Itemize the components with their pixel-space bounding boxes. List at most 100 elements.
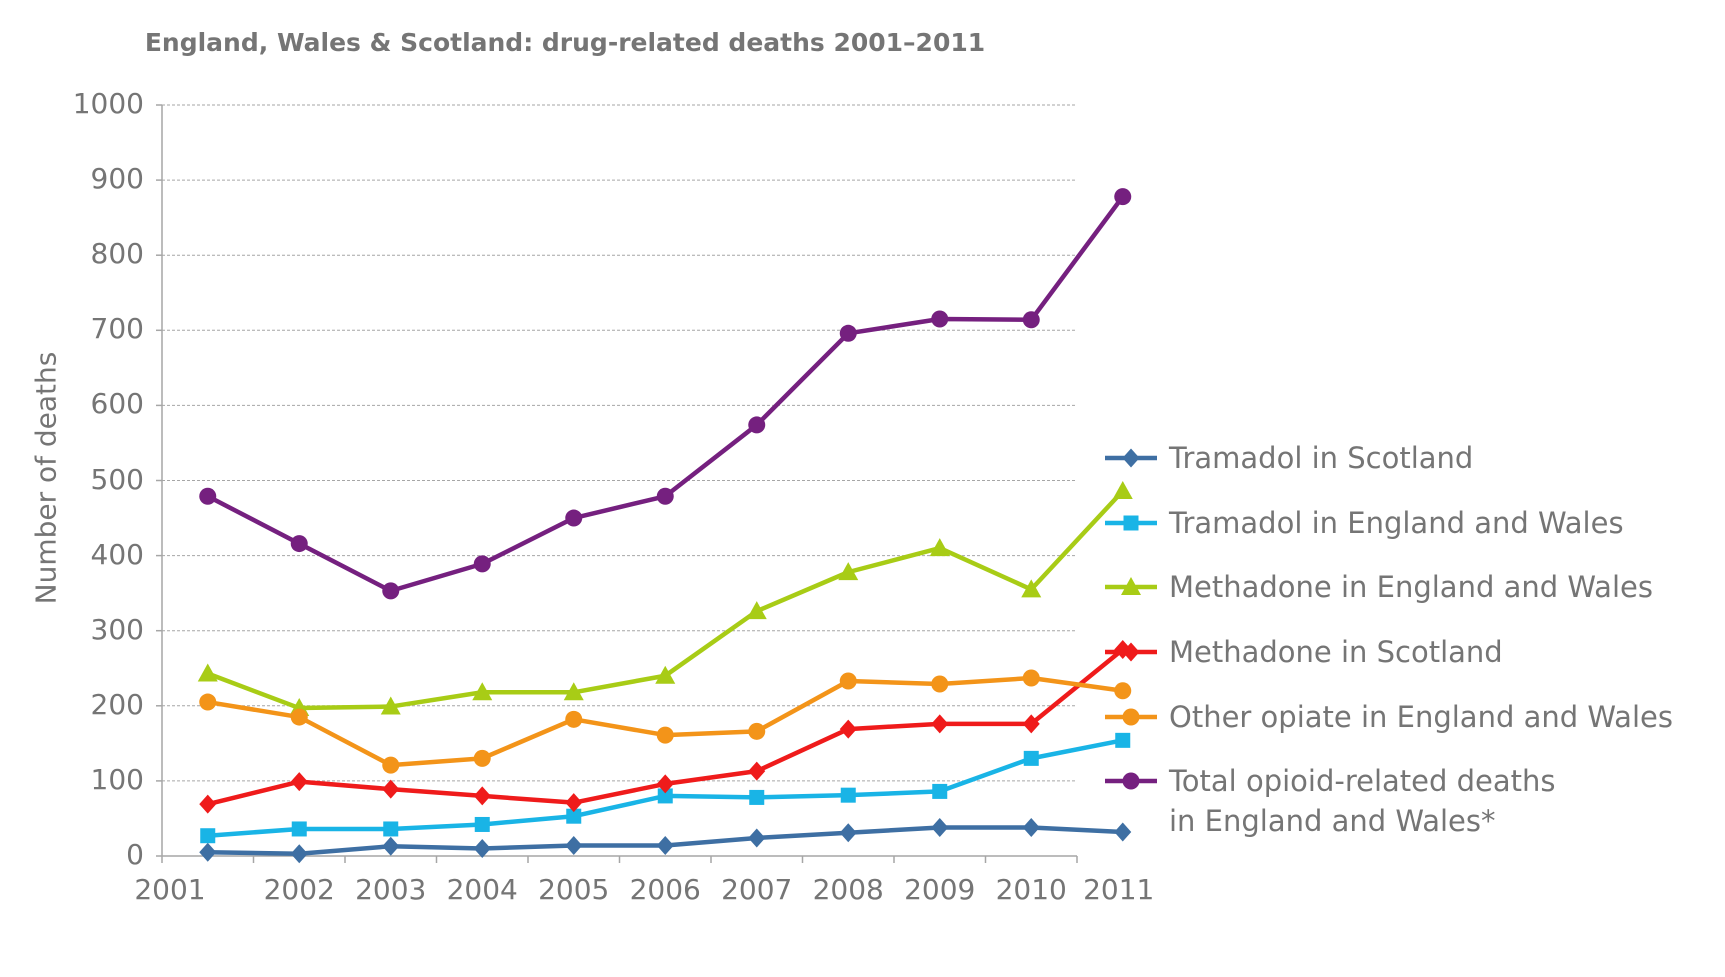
- series-5: [199, 188, 1132, 600]
- data-point: [472, 682, 493, 701]
- data-point: [748, 416, 766, 434]
- y-tick-label: 900: [90, 162, 144, 196]
- y-tick-label: 600: [90, 387, 144, 421]
- y-tick-label: 0: [126, 838, 144, 871]
- data-point: [197, 663, 218, 682]
- data-point: [383, 821, 399, 837]
- data-point: [839, 672, 857, 690]
- chart-title: England, Wales & Scotland: drug-related …: [144, 28, 986, 57]
- x-tick-label: 2004: [446, 873, 518, 906]
- legend-swatch: [1105, 448, 1157, 468]
- data-point: [1023, 750, 1039, 766]
- data-point: [1114, 822, 1132, 842]
- data-point: [656, 726, 674, 744]
- series-line: [205, 194, 1125, 594]
- data-point: [1114, 682, 1132, 700]
- data-point: [290, 535, 308, 553]
- data-point: [657, 788, 673, 804]
- data-point: [565, 710, 583, 728]
- data-point: [563, 682, 584, 701]
- legend-marker: [1122, 772, 1140, 790]
- x-tick-label: 2002: [263, 873, 335, 906]
- series-line: [205, 675, 1125, 768]
- data-point: [749, 789, 765, 805]
- y-tick-label: 200: [90, 687, 144, 721]
- x-tick-label: 2008: [812, 873, 884, 906]
- data-point: [839, 823, 857, 843]
- legend-swatch: [1105, 577, 1157, 595]
- data-point: [748, 761, 766, 781]
- y-tick-label: 700: [90, 312, 144, 346]
- data-point: [382, 582, 400, 600]
- data-point: [291, 821, 307, 837]
- x-tick-label: 2011: [1083, 873, 1155, 906]
- data-point: [199, 794, 217, 814]
- data-point: [565, 835, 583, 855]
- legend-marker: [1121, 577, 1141, 595]
- data-point: [473, 786, 491, 806]
- data-point: [474, 816, 490, 832]
- data-point: [838, 562, 859, 581]
- data-point: [1022, 817, 1040, 837]
- data-point: [931, 675, 949, 693]
- y-tick-label: 400: [90, 537, 144, 571]
- legend-label: Methadone in England and Wales: [1169, 570, 1653, 604]
- data-point: [473, 838, 491, 858]
- data-point: [1115, 732, 1131, 748]
- x-tick-label: 2006: [629, 873, 701, 906]
- legend-label: Other opiate in England and Wales: [1169, 700, 1673, 734]
- legend-label: Total opioid-related deaths in England a…: [1169, 764, 1556, 838]
- data-point: [1114, 188, 1132, 206]
- series-0: [199, 817, 1132, 864]
- legend-marker: [1122, 642, 1140, 662]
- x-tick-label: 2005: [538, 873, 610, 906]
- legend-swatch: [1105, 708, 1157, 726]
- legend-label: Tramadol in Scotland: [1169, 441, 1474, 475]
- legend-label: Tramadol in England and Wales: [1169, 506, 1624, 540]
- y-tick-label: 100: [90, 762, 144, 796]
- data-point: [748, 828, 766, 848]
- legend-marker: [1122, 448, 1140, 468]
- series-2: [197, 481, 1133, 717]
- y-tick-label: 500: [90, 462, 144, 496]
- x-tick-label: 2003: [355, 873, 427, 906]
- data-point: [839, 719, 857, 739]
- data-point: [1021, 579, 1042, 598]
- x-tick-label: 2010: [995, 873, 1067, 906]
- data-point: [932, 783, 948, 799]
- x-tick-label: 2007: [721, 873, 793, 906]
- series-1: [200, 732, 1131, 844]
- data-point: [656, 835, 674, 855]
- data-point: [931, 310, 949, 328]
- legend-swatch: [1105, 515, 1157, 531]
- data-point: [1022, 669, 1040, 687]
- data-point: [473, 749, 491, 767]
- legend-swatch: [1105, 772, 1157, 790]
- data-point: [1022, 311, 1040, 329]
- y-tick-label: 800: [90, 237, 144, 271]
- data-point: [1022, 714, 1040, 734]
- series-4: [199, 669, 1132, 774]
- legend-swatch: [1105, 642, 1157, 662]
- data-point: [929, 538, 950, 557]
- data-point: [565, 509, 583, 527]
- legend-marker: [1123, 515, 1139, 531]
- legend-label: Methadone in Scotland: [1169, 635, 1503, 669]
- legend-marker: [1122, 708, 1140, 726]
- data-point: [748, 722, 766, 740]
- data-point: [380, 696, 401, 715]
- data-point: [1112, 481, 1133, 500]
- data-point: [199, 693, 217, 711]
- data-point: [656, 487, 674, 505]
- data-point: [840, 787, 856, 803]
- x-tick-label: 2001: [134, 873, 206, 906]
- data-point: [839, 324, 857, 342]
- data-point: [931, 817, 949, 837]
- data-point: [382, 836, 400, 856]
- data-point: [655, 665, 676, 684]
- data-point: [200, 828, 216, 844]
- data-point: [565, 793, 583, 813]
- data-point: [473, 555, 491, 573]
